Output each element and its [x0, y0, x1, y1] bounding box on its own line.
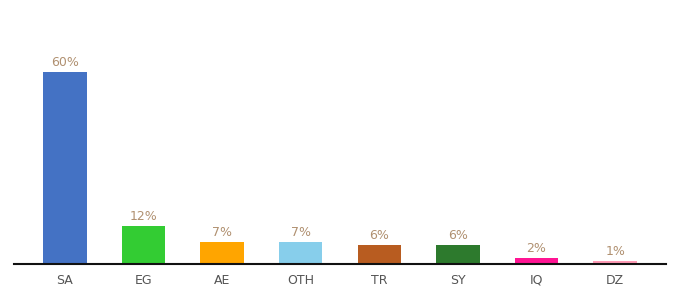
Text: 12%: 12%	[130, 210, 157, 223]
Text: 7%: 7%	[290, 226, 311, 239]
Text: 2%: 2%	[526, 242, 547, 255]
Bar	[594, 261, 636, 264]
Text: 60%: 60%	[51, 56, 79, 69]
Text: 6%: 6%	[448, 229, 468, 242]
Bar	[515, 258, 558, 264]
Bar	[358, 245, 401, 264]
Bar	[122, 226, 165, 264]
Text: 7%: 7%	[212, 226, 232, 239]
Text: 6%: 6%	[369, 229, 389, 242]
Bar	[279, 242, 322, 264]
Bar	[201, 242, 243, 264]
Bar	[44, 72, 86, 264]
Text: 1%: 1%	[605, 245, 625, 258]
Bar	[437, 245, 479, 264]
